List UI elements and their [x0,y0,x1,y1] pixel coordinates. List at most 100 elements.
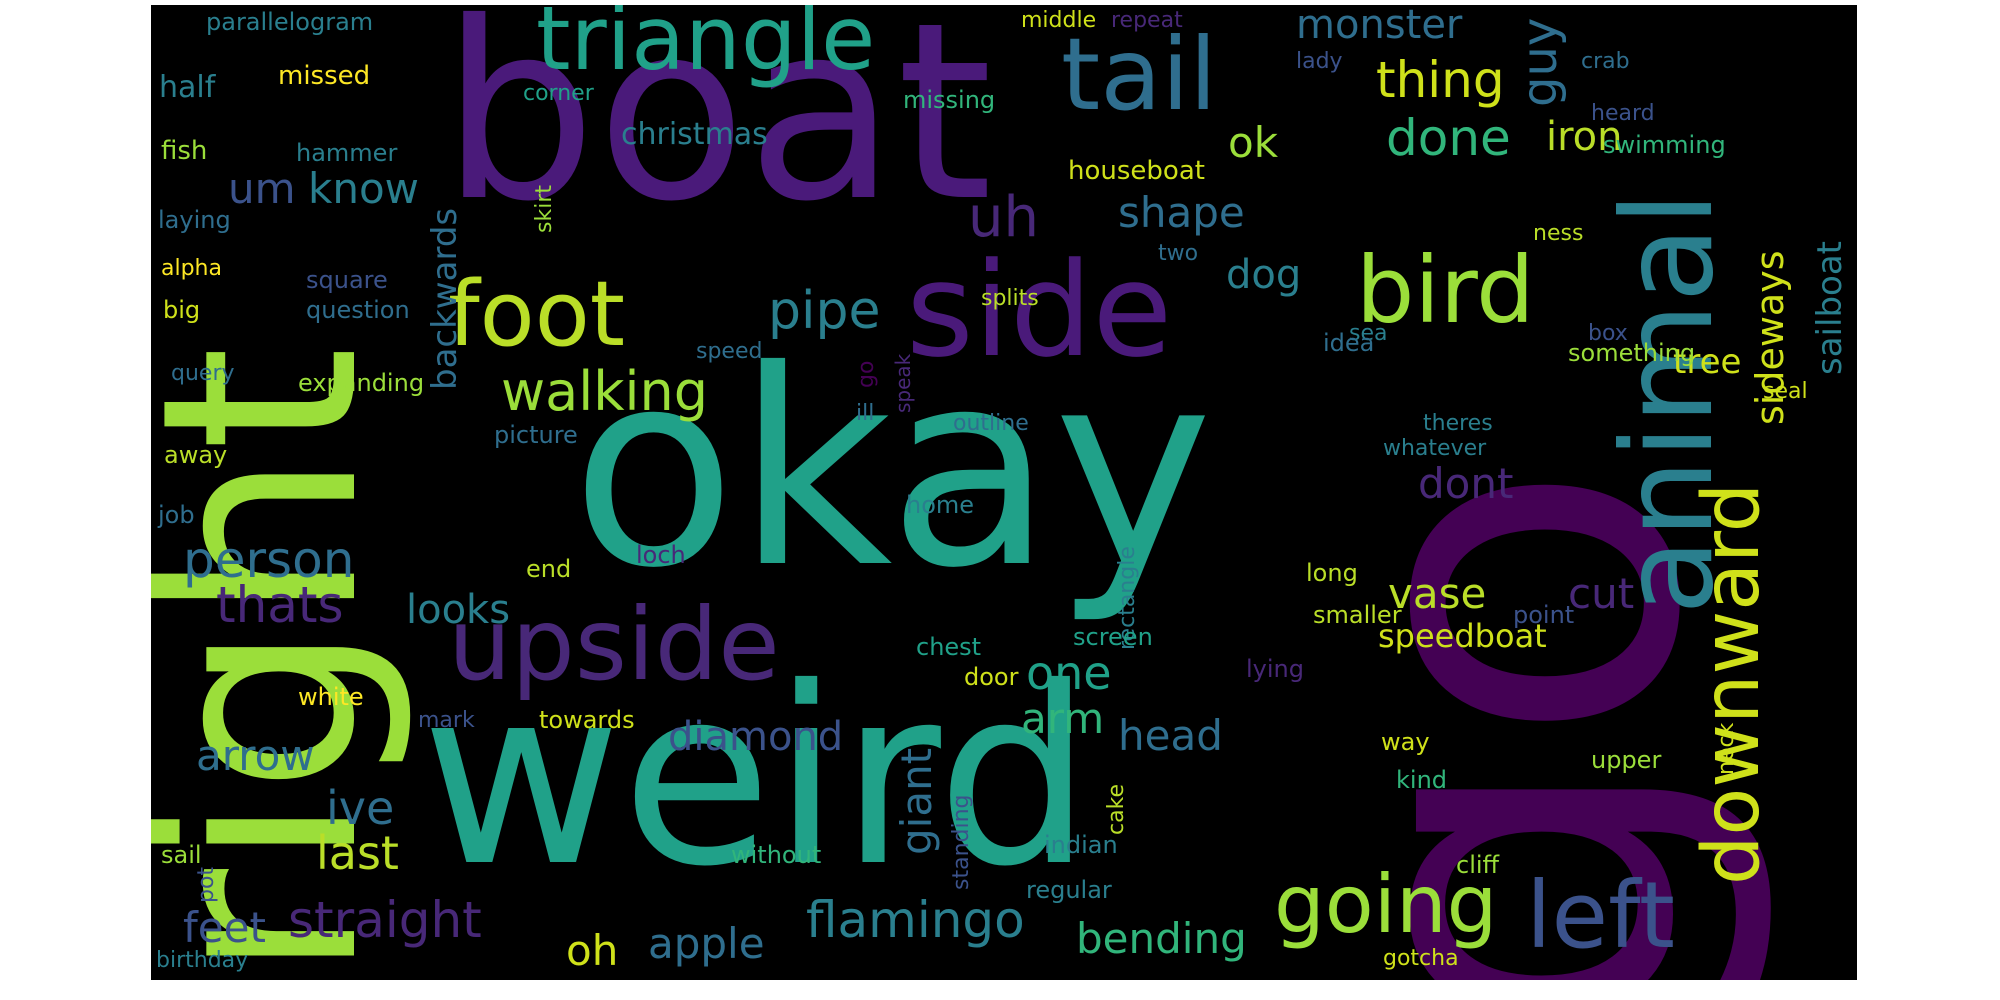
word-alpha: alpha [161,256,222,281]
word-white: white [298,683,364,711]
word-chest: chest [916,633,982,661]
word-without: without [731,841,822,869]
word-cake: cake [1104,783,1129,835]
word-big: big [163,296,201,324]
word-hammer: hammer [296,139,398,167]
word-walking: walking [501,360,709,423]
word-sea: sea [1349,321,1388,346]
word-fish: fish [161,136,208,166]
word-crab: crab [1581,49,1630,74]
word-one: one [1026,646,1112,700]
word-pipe: pipe [768,281,881,341]
word-ness: ness [1533,221,1584,246]
word-bending: bending [1076,914,1247,963]
word-splits: splits [981,286,1039,311]
word-speed: speed [696,339,763,364]
word-standing: standing [949,794,974,891]
word-going: going [1274,858,1498,951]
word-dont: dont [1418,459,1514,508]
word-missing: missing [903,86,996,114]
word-houseboat: houseboat [1068,156,1205,186]
word-missed: missed [278,61,371,91]
word-loch: loch [636,541,686,569]
word-picture: picture [494,421,578,449]
word-two: two [1158,241,1199,266]
word-bird: bird [1356,237,1535,344]
word-point: point [1513,601,1575,629]
word-home: home [906,491,975,519]
word-know: know [308,164,419,213]
word-smaller: smaller [1313,601,1402,629]
word-looks: looks [406,587,511,633]
word-speak: speak [891,353,915,413]
word-question: question [306,296,410,324]
word-left: left [1526,862,1676,969]
word-ill: ill [856,401,875,426]
word-head: head [1118,711,1223,760]
word-repeat: repeat [1111,8,1183,33]
word-upper: upper [1591,746,1662,774]
word-person: person [183,531,355,589]
word-kind: kind [1396,766,1448,794]
word-cloud: go right boat okay weird side animal tri… [151,5,1857,980]
word-neck: neck [1714,722,1739,775]
word-swimming: swimming [1603,131,1726,159]
word-diamond: diamond [668,714,844,760]
word-skirt: skirt [532,185,557,233]
word-tree: tree [1673,342,1742,382]
word-um: um [228,164,296,213]
word-away: away [164,441,228,469]
word-ive: ive [326,781,395,835]
word-guy: guy [1512,17,1568,107]
word-end: end [526,555,572,583]
word-done: done [1386,109,1511,167]
word-last: last [316,826,399,880]
word-outline: outline [953,411,1029,436]
word-vase: vase [1388,569,1487,618]
word-towards: towards [539,706,635,734]
word-whatever: whatever [1383,436,1487,461]
word-downward: downward [1687,482,1777,885]
word-job: job [158,501,195,529]
word-apple: apple [648,919,765,968]
word-arm: arm [1021,694,1105,743]
word-heard: heard [1591,101,1655,126]
word-triangle: triangle [536,5,876,90]
word-screen: screen [1073,623,1153,651]
word-door: door [964,663,1019,691]
word-arrow: arrow [196,731,315,780]
word-monster: monster [1296,5,1463,48]
word-boat: boat [441,5,993,255]
word-long: long [1306,559,1358,587]
word-idea: idea [1323,329,1375,357]
word-uh: uh [968,185,1039,250]
word-middle: middle [1021,8,1097,33]
word-corner: corner [523,81,594,106]
word-theres: theres [1423,411,1493,436]
word-laying: laying [158,206,231,234]
word-feet: feet [183,903,266,952]
word-expanding: expanding [298,369,425,397]
word-box: box [1588,321,1628,346]
word-mark: mark [418,708,475,733]
word-giant: giant [892,747,941,855]
word-sail: sail [161,841,202,869]
word-cut: cut [1568,569,1635,618]
word-parallelogram: parallelogram [206,8,374,36]
word-sailboat: sailboat [1810,241,1850,375]
word-square: square [306,266,388,294]
word-side: side [906,234,1173,386]
word-ok: ok [1228,118,1279,167]
word-flamingo: flamingo [806,891,1025,949]
word-backwards: backwards [425,207,465,390]
word-oh: oh [566,926,619,975]
word-straight: straight [288,891,482,949]
word-query: query [171,361,235,386]
word-something: something [1568,339,1696,367]
word-tail: tail [1061,16,1218,133]
word-christmas: christmas [621,117,768,152]
word-speedboat: speedboat [1378,617,1547,655]
word-regular: regular [1026,876,1112,904]
word-way: way [1381,728,1430,756]
word-thing: thing [1376,51,1505,109]
